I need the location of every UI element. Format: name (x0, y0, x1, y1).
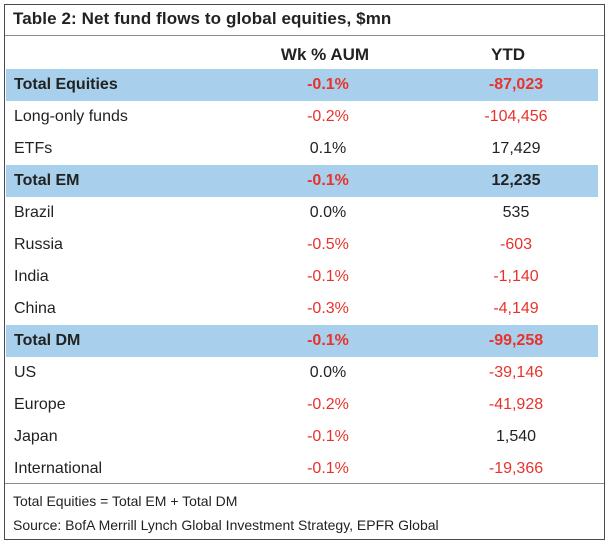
wk-aum-value: -0.1% (244, 325, 408, 357)
table-row: Brazil 0.0% 535 (6, 197, 598, 229)
table-row: Long-only funds -0.2% -104,456 (6, 101, 598, 133)
ytd-value: -1,140 (493, 268, 539, 285)
ytd-value: -41,928 (488, 396, 544, 413)
table-total-row: Total DM -0.1% -99,258 (6, 325, 598, 357)
row-label: Japan (14, 428, 58, 445)
row-label: Europe (14, 396, 66, 413)
table-row: Japan -0.1% 1,540 (6, 421, 598, 453)
ytd-value: -39,146 (488, 364, 544, 381)
ytd-value: -104,456 (484, 108, 548, 125)
ytd-value: -19,366 (488, 460, 544, 477)
ytd-value: -4,149 (493, 300, 539, 317)
footer-divider (5, 483, 604, 484)
column-header-wk-aum: Wk % AUM (280, 45, 370, 64)
fund-flows-table-body: Total Equities -0.1% -87,023 Long-only fund… (6, 69, 598, 485)
wk-aum-value: -0.3% (307, 300, 349, 317)
row-label: Long-only funds (14, 108, 128, 125)
row-label: Brazil (14, 204, 55, 221)
wk-aum-value: -0.1% (307, 268, 349, 285)
wk-aum-value: 0.0% (309, 364, 347, 381)
table-row: Europe -0.2% -41,928 (6, 389, 598, 421)
fund-flows-table: Total Equities -0.1% -87,023 Long-only fund… (6, 69, 598, 485)
wk-aum-value: -0.1% (244, 69, 408, 101)
row-label: ETFs (14, 140, 53, 157)
table-total-row: Total Equities -0.1% -87,023 (6, 69, 598, 101)
row-label: Total EM (6, 165, 244, 197)
wk-aum-value: -0.2% (307, 108, 349, 125)
row-label: India (14, 268, 49, 285)
row-label: International (14, 460, 103, 477)
wk-aum-value: -0.1% (307, 428, 349, 445)
ytd-value: 535 (502, 204, 530, 221)
table-frame: Table 2: Net fund flows to global equiti… (4, 4, 605, 540)
title-divider (5, 35, 604, 36)
row-label: Russia (14, 236, 63, 253)
wk-aum-value: -0.1% (244, 165, 408, 197)
ytd-value: -603 (499, 236, 533, 253)
wk-aum-value: -0.2% (307, 396, 349, 413)
ytd-value: -87,023 (408, 69, 598, 101)
ytd-value: 1,540 (495, 428, 537, 445)
table-row: International -0.1% -19,366 (6, 453, 598, 485)
wk-aum-value: 0.1% (309, 140, 347, 157)
table-row: India -0.1% -1,140 (6, 261, 598, 293)
table-total-row: Total EM -0.1% 12,235 (6, 165, 598, 197)
row-label: China (14, 300, 56, 317)
definition-note: Total Equities = Total EM + Total DM (13, 493, 238, 509)
column-header-ytd: YTD (491, 45, 525, 64)
source-note: Source: BofA Merrill Lynch Global Invest… (13, 517, 439, 533)
wk-aum-value: 0.0% (309, 204, 347, 221)
wk-aum-value: -0.5% (307, 236, 349, 253)
table-title: Table 2: Net fund flows to global equiti… (13, 9, 392, 28)
row-label: Total DM (6, 325, 244, 357)
row-label: US (14, 364, 37, 381)
row-label: Total Equities (6, 69, 244, 101)
ytd-value: -99,258 (408, 325, 598, 357)
table-row: US 0.0% -39,146 (6, 357, 598, 389)
ytd-value: 17,429 (491, 140, 541, 157)
table-row: ETFs 0.1% 17,429 (6, 133, 598, 165)
table-row: Russia -0.5% -603 (6, 229, 598, 261)
table-row: China -0.3% -4,149 (6, 293, 598, 325)
wk-aum-value: -0.1% (307, 460, 349, 477)
ytd-value: 12,235 (408, 165, 598, 197)
